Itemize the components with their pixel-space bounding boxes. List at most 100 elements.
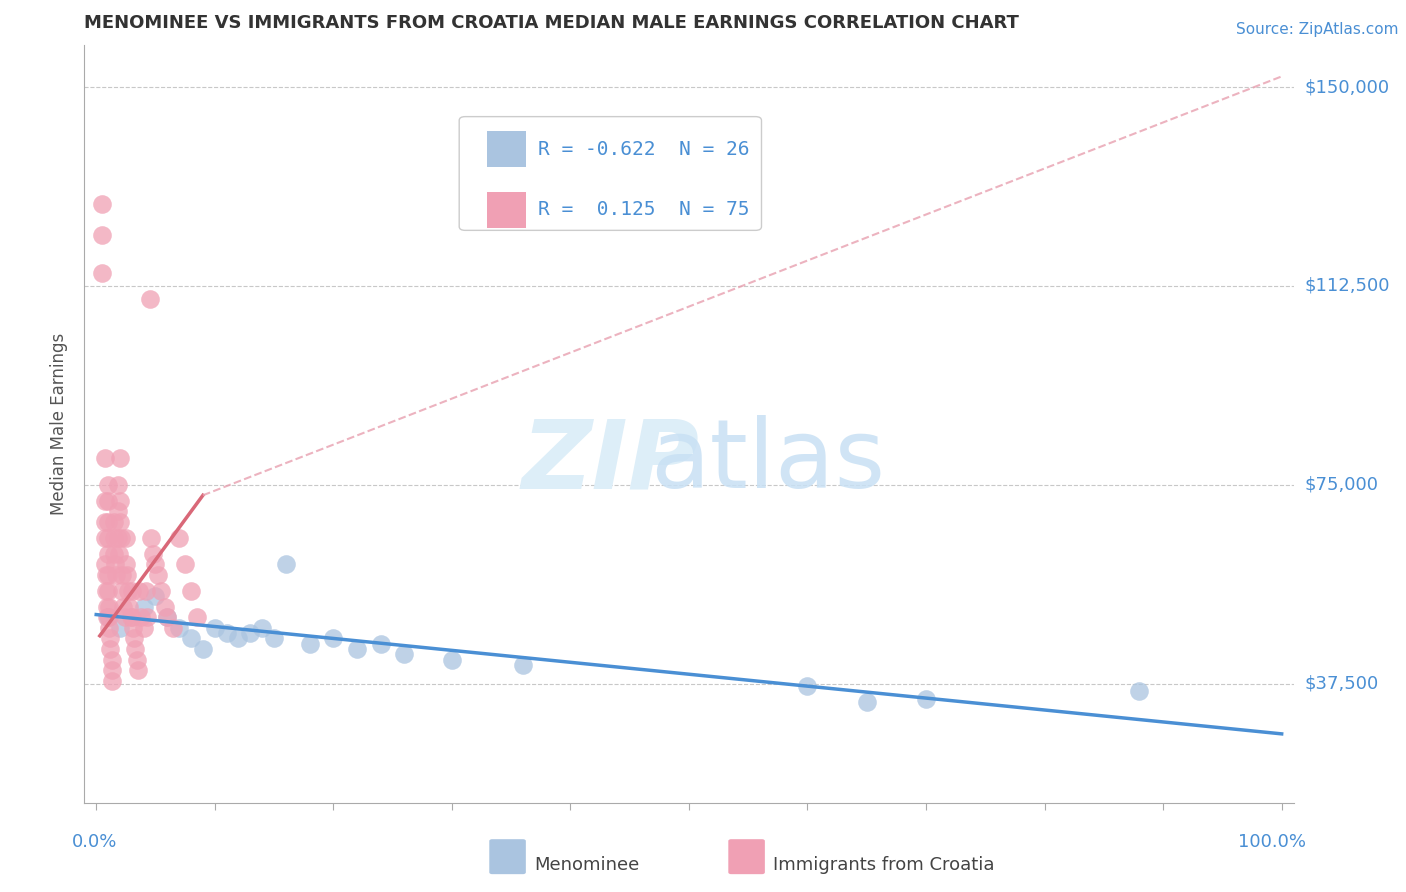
Text: Menominee: Menominee	[534, 856, 640, 874]
Point	[107, 504, 129, 518]
Point	[440, 653, 463, 667]
Point	[121, 610, 143, 624]
FancyBboxPatch shape	[460, 117, 762, 230]
Point	[150, 583, 173, 598]
Point	[103, 515, 125, 529]
Bar	[486, 131, 526, 168]
Point	[118, 599, 141, 614]
Point	[103, 531, 125, 545]
Point	[153, 599, 176, 614]
Point	[274, 558, 297, 572]
Text: Immigrants from Croatia: Immigrants from Croatia	[773, 856, 995, 874]
Point	[97, 477, 120, 491]
Point	[115, 531, 138, 545]
Point	[120, 610, 142, 624]
Point	[796, 679, 818, 693]
Point	[91, 196, 114, 211]
Point	[93, 531, 115, 545]
Point	[94, 583, 117, 598]
Point	[91, 266, 114, 280]
Point	[104, 558, 127, 572]
Point	[97, 567, 120, 582]
Point	[107, 531, 129, 545]
Point	[110, 531, 132, 545]
Point	[98, 610, 121, 624]
Point	[135, 583, 157, 598]
Point	[122, 632, 145, 646]
Text: Source: ZipAtlas.com: Source: ZipAtlas.com	[1236, 22, 1399, 37]
Bar	[486, 192, 526, 228]
Point	[111, 583, 134, 598]
Y-axis label: Median Male Earnings: Median Male Earnings	[51, 333, 69, 515]
Point	[132, 599, 155, 614]
Point	[117, 583, 139, 598]
Point	[98, 621, 121, 635]
Point	[100, 653, 122, 667]
Text: R = -0.622  N = 26: R = -0.622 N = 26	[538, 140, 749, 159]
Point	[105, 567, 128, 582]
Point	[167, 531, 190, 545]
Point	[162, 621, 184, 635]
Point	[100, 642, 122, 657]
Point	[107, 547, 129, 561]
Point	[215, 626, 238, 640]
Point	[180, 632, 202, 646]
Point	[94, 567, 117, 582]
Point	[97, 610, 120, 624]
Point	[114, 610, 136, 624]
Point	[124, 642, 146, 657]
Point	[96, 610, 118, 624]
Point	[96, 599, 118, 614]
Point	[100, 663, 122, 677]
Text: $150,000: $150,000	[1305, 78, 1389, 96]
Point	[228, 632, 250, 646]
Point	[250, 621, 273, 635]
Text: $37,500: $37,500	[1305, 674, 1379, 692]
Point	[107, 477, 129, 491]
Point	[855, 695, 877, 709]
Point	[108, 515, 131, 529]
Text: 100.0%: 100.0%	[1237, 833, 1306, 851]
Point	[91, 228, 114, 243]
Text: $75,000: $75,000	[1305, 475, 1379, 493]
Point	[129, 610, 152, 624]
Point	[915, 692, 938, 706]
Text: ZIP: ZIP	[522, 415, 699, 508]
Point	[125, 653, 148, 667]
Text: R =  0.125  N = 75: R = 0.125 N = 75	[538, 201, 749, 219]
Point	[239, 626, 262, 640]
Point	[97, 531, 120, 545]
Text: atlas: atlas	[650, 415, 886, 508]
Text: 0.0%: 0.0%	[72, 833, 118, 851]
Point	[127, 663, 149, 677]
Point	[108, 451, 131, 466]
Point	[111, 567, 134, 582]
Point	[156, 610, 179, 624]
Point	[93, 493, 115, 508]
Point	[146, 567, 169, 582]
Point	[346, 642, 368, 657]
Point	[145, 558, 167, 572]
Point	[112, 599, 135, 614]
Point	[298, 637, 321, 651]
Point	[145, 589, 167, 603]
Text: MENOMINEE VS IMMIGRANTS FROM CROATIA MEDIAN MALE EARNINGS CORRELATION CHART: MENOMINEE VS IMMIGRANTS FROM CROATIA MED…	[84, 14, 1019, 32]
Point	[97, 493, 120, 508]
Point	[191, 642, 214, 657]
Point	[1128, 684, 1150, 698]
Point	[394, 648, 416, 662]
Text: $112,500: $112,500	[1305, 277, 1391, 295]
Point	[512, 657, 534, 672]
Point	[115, 567, 138, 582]
Point	[100, 673, 122, 688]
Point	[263, 632, 285, 646]
Point	[122, 621, 145, 635]
Point	[167, 621, 190, 635]
Point	[98, 599, 121, 614]
Point	[121, 583, 143, 598]
Point	[186, 610, 208, 624]
Point	[174, 558, 197, 572]
Point	[93, 558, 115, 572]
Point	[139, 531, 162, 545]
Point	[156, 610, 179, 624]
